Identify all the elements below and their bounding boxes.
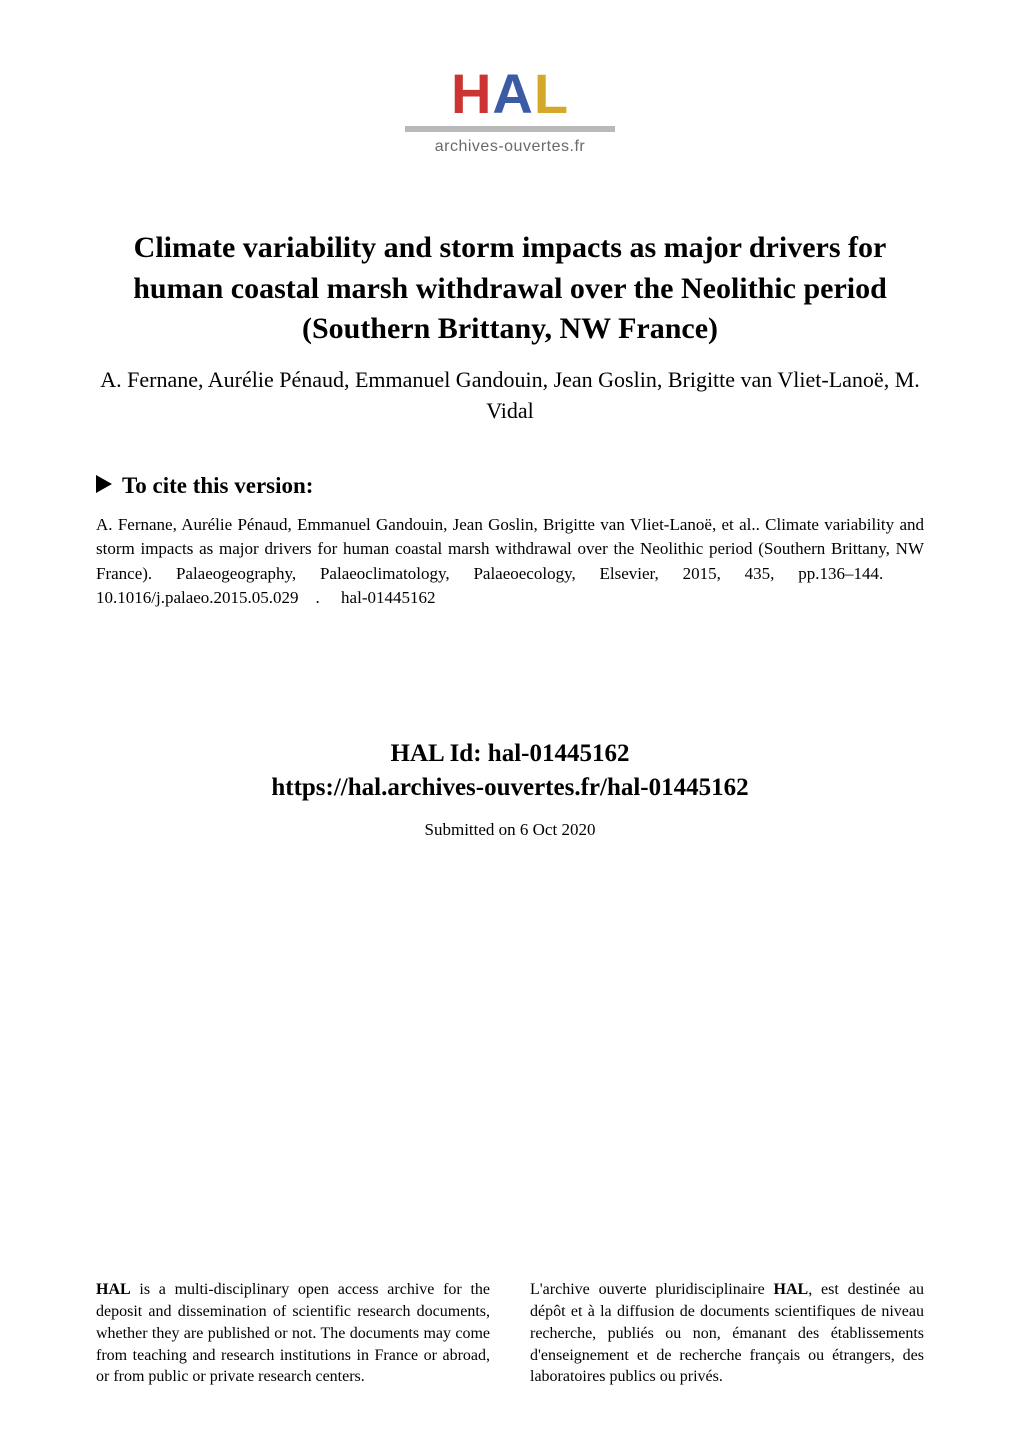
triangle-icon: [96, 473, 112, 499]
paper-title: Climate variability and storm impacts as…: [92, 228, 928, 350]
hal-bold-right: HAL: [774, 1281, 809, 1298]
hal-logo-text: HAL: [451, 66, 569, 122]
hal-logo-block: HAL archives-ouvertes.fr: [0, 0, 1020, 156]
description-right-pre: L'archive ouverte pluridisciplinaire: [530, 1281, 774, 1298]
hal-bold-left: HAL: [96, 1281, 131, 1298]
description-left-text: is a multi-disciplinary open access arch…: [96, 1281, 490, 1385]
cite-heading: To cite this version:: [96, 473, 924, 499]
description-right: L'archive ouverte pluridisciplinaire HAL…: [530, 1279, 924, 1388]
hal-logo: HAL archives-ouvertes.fr: [405, 66, 615, 156]
cite-body: A. Fernane, Aurélie Pénaud, Emmanuel Gan…: [96, 513, 924, 610]
hal-logo-bar: [405, 126, 615, 132]
hal-logo-h: H: [451, 62, 492, 125]
description-columns: HAL is a multi-disciplinary open access …: [96, 1279, 924, 1388]
hal-logo-subtitle: archives-ouvertes.fr: [435, 138, 586, 156]
authors-line: A. Fernane, Aurélie Pénaud, Emmanuel Gan…: [92, 364, 928, 428]
cite-block: To cite this version: A. Fernane, Auréli…: [0, 473, 1020, 610]
cite-heading-text: To cite this version:: [122, 473, 313, 499]
hal-id-label: HAL Id: hal-01445162: [0, 740, 1020, 768]
description-left: HAL is a multi-disciplinary open access …: [96, 1279, 490, 1388]
title-block: Climate variability and storm impacts as…: [0, 228, 1020, 427]
hal-id-url: https://hal.archives-ouvertes.fr/hal-014…: [0, 774, 1020, 802]
hal-logo-l: L: [534, 62, 569, 125]
hal-id-block: HAL Id: hal-01445162 https://hal.archive…: [0, 740, 1020, 840]
submitted-date: Submitted on 6 Oct 2020: [0, 820, 1020, 840]
hal-logo-a: A: [492, 62, 533, 125]
